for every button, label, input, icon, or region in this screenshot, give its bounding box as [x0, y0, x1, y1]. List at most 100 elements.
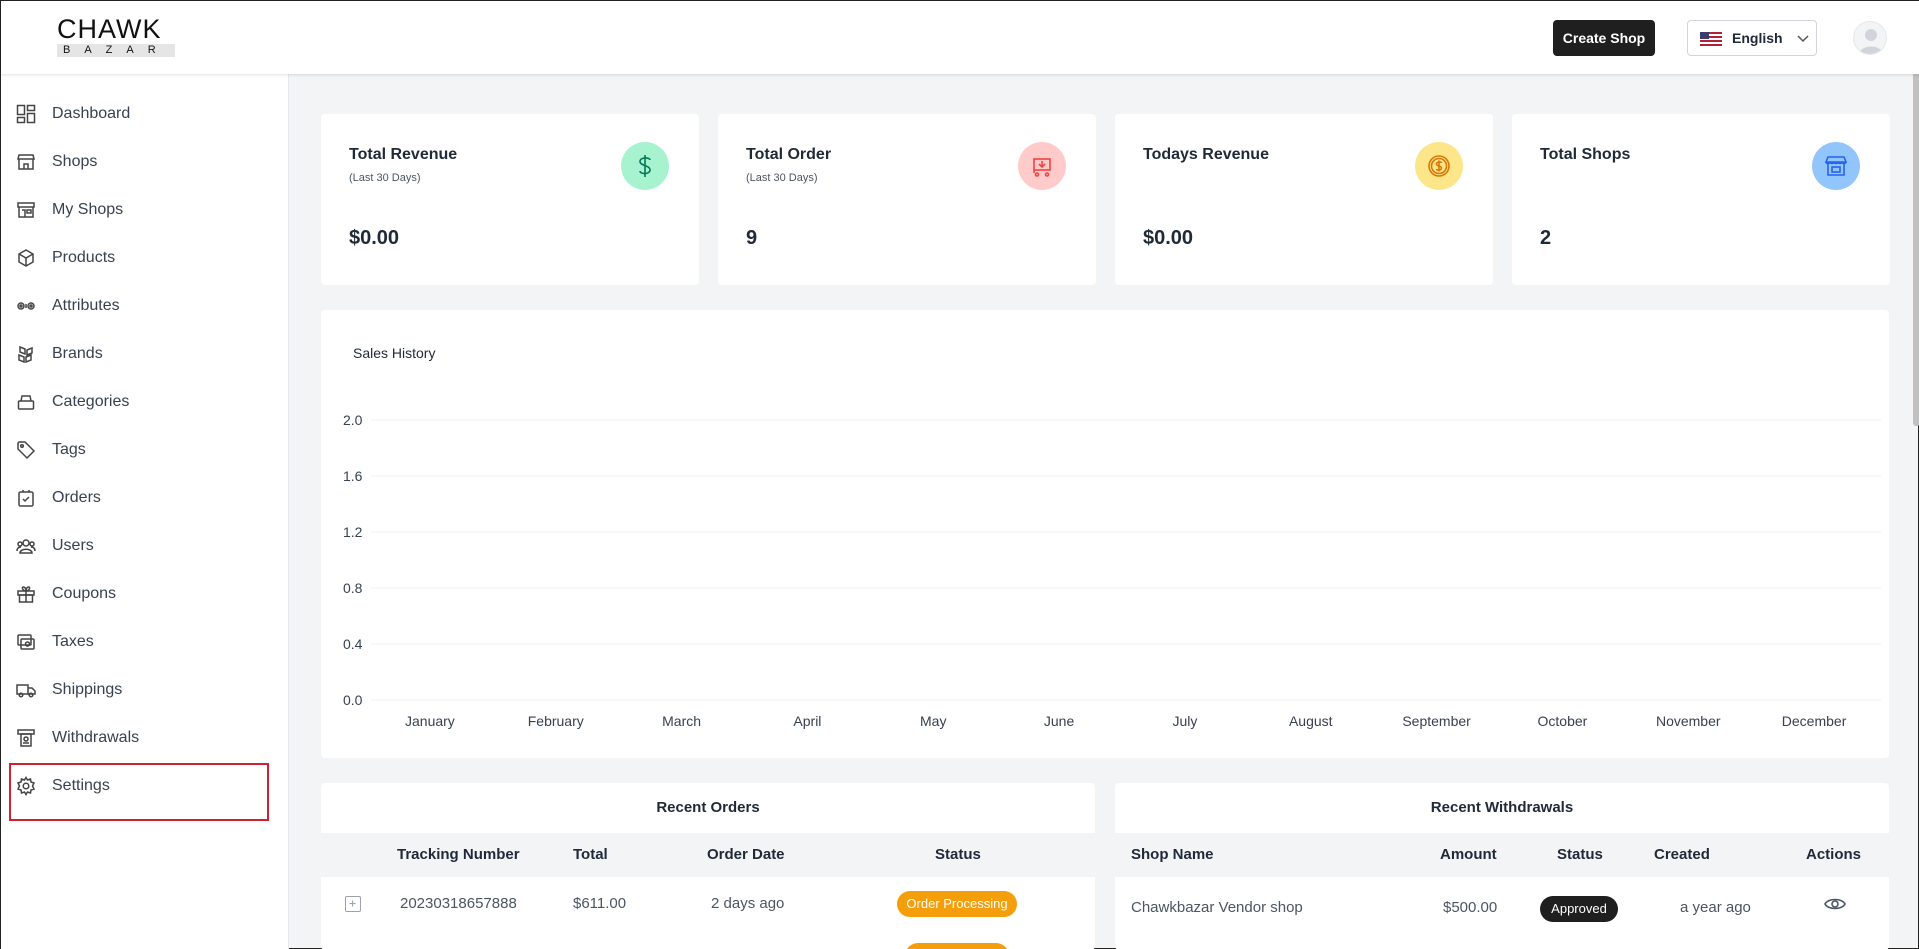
sidebar-item-shippings[interactable]: Shippings — [15, 670, 265, 710]
column-header-amount[interactable]: Amount — [1440, 846, 1497, 863]
column-header-order-date[interactable]: Order Date — [707, 846, 785, 863]
coin-icon — [1415, 142, 1463, 190]
column-header-total[interactable]: Total — [573, 846, 608, 863]
sidebar-item-brands[interactable]: Brands — [15, 334, 265, 374]
withdrawal-shop-name: Chawkbazar Vendor shop — [1131, 899, 1303, 916]
page-scrollbar[interactable] — [1913, 1, 1919, 426]
recent-withdrawals-panel: Recent Withdrawals Shop Name Amount Stat… — [1115, 783, 1889, 949]
gift-icon — [15, 583, 37, 605]
stat-subtitle: (Last 30 Days) — [746, 172, 818, 184]
orders-icon — [15, 487, 37, 509]
chawkbazar-logo[interactable]: CHAWK BAZAR — [57, 15, 177, 57]
sidebar-item-label: Taxes — [52, 633, 94, 650]
column-header-tracking[interactable]: Tracking Number — [397, 846, 520, 863]
sidebar-item-label: Attributes — [52, 297, 120, 314]
tag-icon — [15, 439, 37, 461]
column-header-created[interactable]: Created — [1654, 846, 1710, 863]
x-tick-label: December — [1782, 713, 1847, 729]
sidebar-item-withdrawals[interactable]: Withdrawals — [15, 718, 265, 758]
order-date: 2 days ago — [711, 895, 785, 912]
stat-card-total-shops: Total Shops 2 — [1512, 114, 1890, 285]
sidebar-item-label: Shops — [52, 153, 98, 170]
sidebar-item-attributes[interactable]: Attributes — [15, 286, 265, 326]
sidebar-item-taxes[interactable]: Taxes — [15, 622, 265, 662]
sidebar-item-label: Dashboard — [52, 105, 131, 122]
eye-icon[interactable] — [1823, 892, 1847, 916]
language-select[interactable]: English — [1687, 20, 1817, 56]
brands-icon — [15, 343, 37, 365]
settings-highlight-box — [9, 763, 269, 821]
sidebar-item-dashboard[interactable]: Dashboard — [15, 94, 265, 134]
language-label: English — [1732, 30, 1783, 46]
top-header: CHAWK BAZAR Create Shop English — [1, 1, 1919, 74]
x-tick-label: July — [1172, 713, 1197, 729]
sidebar-item-coupons[interactable]: Coupons — [15, 574, 265, 614]
sales-history-chart: Sales History 0.0 0.4 0.8 1.2 1.6 2.0 January F… — [321, 310, 1889, 758]
sidebar-item-products[interactable]: Products — [15, 238, 265, 278]
categories-icon — [15, 391, 37, 413]
recent-orders-panel: Recent Orders Tracking Number Total Orde… — [321, 783, 1095, 949]
sidebar-item-my-shops[interactable]: My Shops — [15, 190, 265, 230]
sidebar-item-orders[interactable]: Orders — [15, 478, 265, 518]
stat-card-todays-revenue: Todays Revenue $0.00 — [1115, 114, 1493, 285]
dollar-icon — [621, 142, 669, 190]
shop-icon — [15, 151, 37, 173]
order-tracking-number: 20230318657888 — [400, 895, 517, 912]
chevron-down-icon — [1797, 35, 1809, 43]
sidebar-item-label: Withdrawals — [52, 729, 140, 746]
user-avatar[interactable] — [1853, 21, 1887, 55]
sidebar-item-label: My Shops — [52, 201, 124, 218]
column-header-status[interactable]: Status — [1557, 846, 1603, 863]
recent-withdrawals-header: Shop Name Amount Status Created Actions — [1115, 833, 1889, 877]
sidebar-item-users[interactable]: Users — [15, 526, 265, 566]
us-flag-icon — [1700, 32, 1722, 46]
sidebar-item-label: Users — [52, 537, 94, 554]
status-badge-partial — [905, 943, 1009, 949]
sidebar-item-label: Tags — [52, 441, 86, 458]
withdrawal-created: a year ago — [1680, 899, 1751, 916]
sidebar-item-label: Brands — [52, 345, 103, 362]
logo-text-bottom: BAZAR — [57, 44, 175, 57]
sidebar: Dashboard Shops My Shops Products Attrib… — [1, 74, 289, 949]
sidebar-item-shops[interactable]: Shops — [15, 142, 265, 182]
recent-withdrawals-title: Recent Withdrawals — [1430, 799, 1574, 816]
column-header-actions: Actions — [1806, 846, 1862, 863]
x-tick-label: May — [920, 713, 946, 729]
stat-value: 2 — [1540, 227, 1552, 249]
store-icon — [1812, 142, 1860, 190]
chart-canvas: 0.0 0.4 0.8 1.2 1.6 2.0 January February March Ap… — [343, 412, 1881, 729]
sidebar-item-label: Categories — [52, 393, 130, 410]
x-tick-label: October — [1538, 713, 1588, 729]
sidebar-item-label: Orders — [52, 489, 101, 506]
x-tick-label: November — [1656, 713, 1721, 729]
order-total: $611.00 — [573, 895, 627, 912]
stat-title: Total Order — [746, 146, 832, 163]
stat-title: Total Revenue — [349, 146, 458, 163]
recent-orders-header: Tracking Number Total Order Date Status — [321, 833, 1095, 877]
x-tick-label: June — [1044, 713, 1075, 729]
create-shop-button[interactable]: Create Shop — [1553, 20, 1655, 56]
x-tick-label: August — [1289, 713, 1333, 729]
stat-value: $0.00 — [1143, 227, 1194, 249]
status-badge: Approved — [1540, 896, 1618, 922]
stat-card-total-order: Total Order (Last 30 Days) 9 — [718, 114, 1096, 285]
box-icon — [15, 247, 37, 269]
sidebar-item-settings[interactable]: Settings — [15, 766, 265, 806]
withdrawals-icon — [15, 727, 37, 749]
stat-title: Todays Revenue — [1143, 146, 1269, 163]
sidebar-item-tags[interactable]: Tags — [15, 430, 265, 470]
sidebar-item-categories[interactable]: Categories — [15, 382, 265, 422]
gear-icon — [15, 775, 37, 797]
truck-icon — [15, 679, 37, 701]
y-tick-label: 0.0 — [343, 692, 363, 708]
column-header-status[interactable]: Status — [935, 846, 981, 863]
taxes-icon — [15, 631, 37, 653]
column-header-shop-name[interactable]: Shop Name — [1131, 846, 1214, 863]
expand-row-icon[interactable] — [345, 896, 361, 912]
withdrawal-amount: $500.00 — [1443, 899, 1498, 916]
stat-value: $0.00 — [349, 227, 400, 249]
x-tick-label: March — [662, 713, 701, 729]
x-tick-label: April — [793, 713, 821, 729]
sidebar-item-label: Settings — [52, 777, 110, 794]
y-tick-label: 1.6 — [343, 468, 363, 484]
